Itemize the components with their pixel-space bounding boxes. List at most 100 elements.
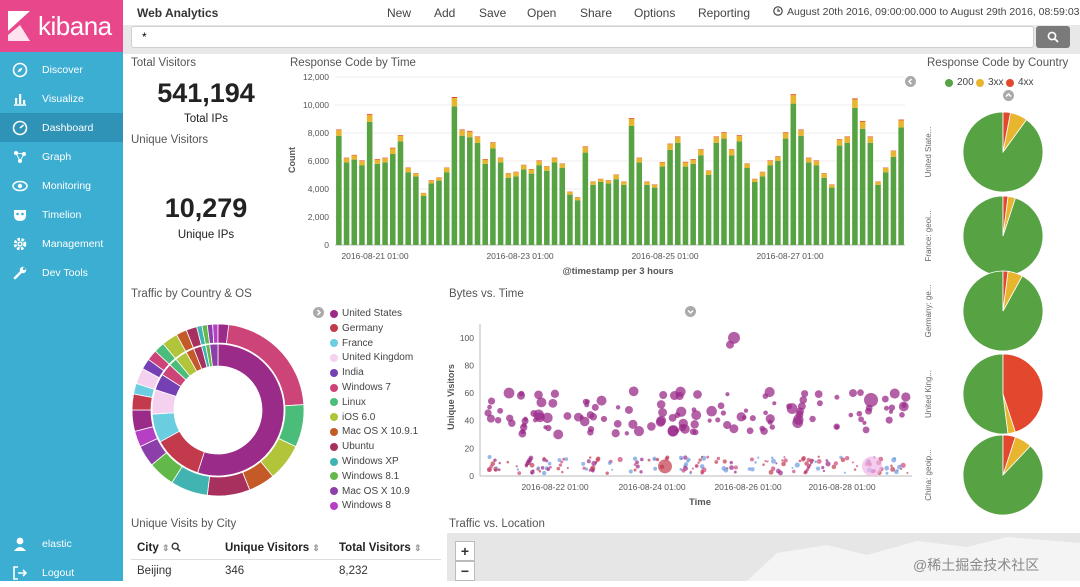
bar-4xx[interactable]	[690, 159, 696, 160]
bar-4xx[interactable]	[498, 158, 504, 159]
scatter-point[interactable]	[862, 456, 882, 476]
scatter-point[interactable]	[659, 391, 667, 399]
scatter-point[interactable]	[583, 399, 589, 405]
bar-3xx[interactable]	[398, 136, 404, 142]
scatter-point[interactable]	[802, 456, 806, 460]
bar-200[interactable]	[629, 126, 635, 245]
bar-3xx[interactable]	[891, 151, 897, 157]
scatter-point[interactable]	[906, 472, 908, 474]
scatter-point[interactable]	[691, 410, 701, 420]
scatter-point[interactable]	[690, 420, 698, 428]
bar-200[interactable]	[752, 182, 758, 245]
search-input[interactable]	[131, 26, 1034, 48]
bar-3xx[interactable]	[860, 122, 866, 129]
scatter-point[interactable]	[718, 402, 725, 409]
bar-3xx[interactable]	[359, 161, 365, 165]
scatter-point[interactable]	[770, 424, 775, 429]
scatter-point[interactable]	[546, 467, 550, 471]
bar-3xx[interactable]	[683, 162, 689, 166]
scatter-point[interactable]	[523, 417, 528, 422]
legend-item-4xx[interactable]: 4xx	[1006, 77, 1034, 88]
scatter-point[interactable]	[701, 456, 703, 458]
bar-200[interactable]	[375, 164, 381, 245]
scatter-point[interactable]	[484, 409, 491, 416]
scatter-point[interactable]	[679, 456, 683, 460]
menu-add[interactable]: Add	[434, 6, 455, 20]
bar-4xx[interactable]	[536, 160, 542, 161]
bar-200[interactable]	[706, 175, 712, 245]
scatter-point[interactable]	[772, 401, 776, 405]
bar-4xx[interactable]	[698, 149, 704, 150]
bar-4xx[interactable]	[868, 137, 874, 138]
bar-200[interactable]	[452, 106, 458, 245]
scatter-point[interactable]	[725, 392, 729, 396]
scatter-point[interactable]	[564, 412, 572, 420]
bar-200[interactable]	[436, 181, 442, 245]
scatter-point[interactable]	[560, 461, 563, 464]
scatter-point[interactable]	[658, 459, 672, 473]
bar-200[interactable]	[405, 172, 411, 245]
bar-3xx[interactable]	[706, 171, 712, 175]
scatter-point[interactable]	[636, 464, 640, 468]
scatter-point[interactable]	[815, 390, 823, 398]
scatter-point[interactable]	[656, 458, 659, 461]
scatter-point[interactable]	[506, 461, 509, 464]
scatter-point[interactable]	[717, 457, 720, 460]
scatter-point[interactable]	[734, 471, 737, 474]
scatter-point[interactable]	[893, 457, 896, 460]
bar-200[interactable]	[359, 165, 365, 245]
bar-4xx[interactable]	[791, 94, 797, 95]
scatter-point[interactable]	[886, 417, 893, 424]
legend-toggle-icon[interactable]	[313, 307, 324, 318]
bar-200[interactable]	[421, 196, 427, 245]
bar-3xx[interactable]	[660, 162, 666, 166]
scatter-point[interactable]	[612, 429, 620, 437]
bar-200[interactable]	[382, 162, 388, 245]
bar-200[interactable]	[767, 165, 773, 245]
scatter-point[interactable]	[498, 462, 500, 464]
legend-item-france[interactable]: France	[330, 338, 373, 349]
scatter-point[interactable]	[585, 468, 588, 471]
bar-3xx[interactable]	[752, 179, 758, 182]
scatter-point[interactable]	[771, 457, 774, 460]
sidebar-item-graph[interactable]: Graph	[0, 142, 123, 171]
bar-3xx[interactable]	[744, 164, 750, 168]
bar-200[interactable]	[660, 167, 666, 245]
scatter-point[interactable]	[767, 461, 769, 463]
bar-3xx[interactable]	[475, 137, 481, 143]
legend-item-linux[interactable]: Linux	[330, 397, 366, 408]
sidebar-item-management[interactable]: Management	[0, 229, 123, 258]
scatter-point[interactable]	[519, 391, 525, 397]
bar-200[interactable]	[575, 200, 581, 245]
scatter-point[interactable]	[896, 469, 898, 471]
scatter-point[interactable]	[882, 396, 889, 403]
sidebar-item-timelion[interactable]: Timelion	[0, 200, 123, 229]
bar-4xx[interactable]	[467, 131, 473, 132]
scatter-point[interactable]	[833, 423, 839, 429]
scatter-point[interactable]	[845, 456, 849, 460]
bar-200[interactable]	[398, 141, 404, 245]
bar-200[interactable]	[667, 150, 673, 245]
bar-200[interactable]	[536, 165, 542, 245]
scatter-point[interactable]	[591, 461, 596, 466]
bar-3xx[interactable]	[344, 158, 350, 162]
bar-3xx[interactable]	[513, 172, 519, 176]
bar-3xx[interactable]	[721, 133, 727, 139]
bar-3xx[interactable]	[583, 147, 589, 153]
scatter-point[interactable]	[581, 462, 585, 466]
scatter-point[interactable]	[591, 469, 595, 473]
scatter-point[interactable]	[817, 459, 822, 464]
scatter-point[interactable]	[557, 467, 561, 471]
scatter-point[interactable]	[608, 461, 612, 465]
bar-4xx[interactable]	[806, 158, 812, 159]
bar-200[interactable]	[675, 143, 681, 245]
scatter-point[interactable]	[726, 341, 734, 349]
scatter-point[interactable]	[765, 387, 775, 397]
scatter-point[interactable]	[844, 472, 846, 474]
legend-item-windows-xp[interactable]: Windows XP	[330, 456, 399, 467]
scatter-point[interactable]	[561, 471, 564, 474]
scatter-point[interactable]	[504, 388, 515, 399]
bar-200[interactable]	[860, 129, 866, 245]
bar-200[interactable]	[482, 164, 488, 245]
bar-4xx[interactable]	[852, 98, 858, 99]
